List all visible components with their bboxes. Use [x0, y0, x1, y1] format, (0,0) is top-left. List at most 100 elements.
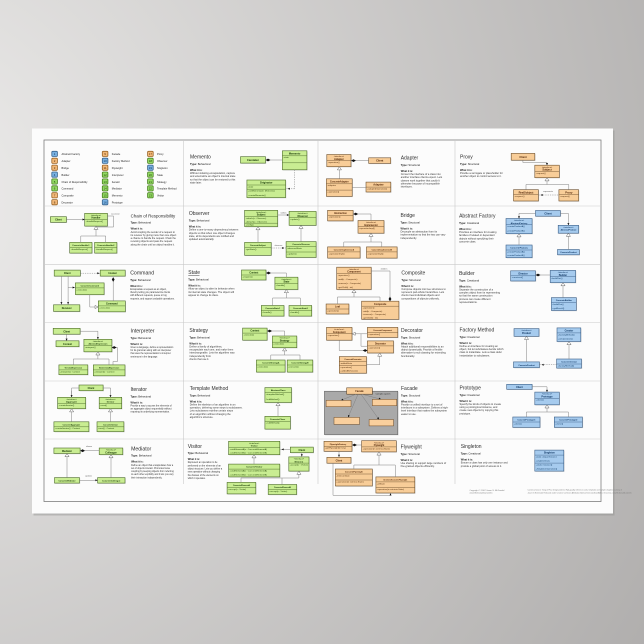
svg-text:+createProductB(): +createProductB() — [507, 254, 525, 257]
svg-text:+getFlyweight(in key): +getFlyweight(in key) — [325, 447, 346, 450]
svg-text:«interface»: «interface» — [558, 271, 569, 274]
svg-text:along the chain until an objec: along the chain until an object handles … — [131, 243, 175, 246]
svg-text:What it is:: What it is: — [131, 400, 144, 404]
svg-text:+handleRequest(): +handleRequest() — [71, 248, 89, 251]
svg-text:-intrinsicState: -intrinsicState — [336, 474, 350, 477]
svg-text:Use sharing to support large n: Use sharing to support large numbers of — [401, 461, 447, 465]
svg-text:Adaptee: Adaptee — [373, 183, 384, 187]
svg-text:ConcreteCreator: ConcreteCreator — [561, 361, 577, 364]
svg-text:encapsulate each one, and make: encapsulate each one, and make them — [189, 348, 233, 352]
svg-text:Copyright © 2007 Jason S. McDo: Copyright © 2007 Jason S. McDonald — [470, 489, 506, 492]
svg-text:12: 12 — [103, 173, 107, 177]
svg-text:ConcreteElementA: ConcreteElementA — [233, 484, 251, 487]
svg-text:+interpret() : Context: +interpret() : Context — [94, 370, 115, 373]
svg-text:«interface»: «interface» — [66, 398, 77, 401]
svg-text:+operation(): +operation() — [368, 346, 380, 349]
svg-text:Element: Element — [295, 460, 304, 463]
svg-text:What it is:: What it is: — [460, 168, 473, 172]
svg-text:+request(): +request() — [514, 195, 524, 198]
svg-text:«interface»: «interface» — [281, 278, 292, 281]
svg-text:Encapsulate a request as an ob: Encapsulate a request as an object, — [130, 288, 167, 291]
svg-text:new operation without changing: new operation without changing — [188, 471, 221, 474]
svg-text:14: 14 — [103, 187, 107, 191]
svg-text:Implementor: Implementor — [364, 224, 378, 227]
svg-text:-observedState: -observedState — [287, 247, 303, 250]
svg-text:compositions of objects unifor: compositions of objects uniformly. — [401, 296, 439, 300]
svg-text:algorithm’s structure.: algorithm’s structure. — [190, 415, 214, 419]
svg-text:+visitElementA(e : ConcreteEle: +visitElementA(e : ConcreteElementA) — [230, 448, 268, 451]
svg-text:objects so that when one objec: objects so that when one object changes — [189, 231, 236, 235]
svg-text:What it is:: What it is: — [131, 227, 144, 231]
svg-text:updates: updates — [85, 474, 92, 477]
svg-text:+execute(): +execute() — [288, 365, 299, 368]
svg-text:What it is:: What it is: — [189, 341, 202, 345]
svg-text:+operation(): +operation() — [327, 309, 339, 312]
svg-text:+createIterator() : Context: +createIterator() : Context — [55, 427, 80, 430]
svg-text:an aggregate object sequential: an aggregate object sequentially without — [131, 408, 172, 411]
svg-text:Builder: Builder — [459, 271, 475, 277]
svg-text:NonterminalExpression: NonterminalExpression — [99, 367, 119, 370]
svg-text:Composite: Composite — [401, 271, 425, 277]
svg-text:Allow an object to alter its b: Allow an object to alter its behavior wh… — [188, 287, 235, 291]
svg-text:create new objects by copying: create new objects by copying this — [460, 408, 500, 412]
svg-text:ConcreteHandler1: ConcreteHandler1 — [72, 244, 90, 247]
svg-text:ConcreteDecorator: ConcreteDecorator — [344, 358, 361, 361]
svg-text:+getResult(): +getResult() — [552, 307, 564, 310]
svg-text:What it is:: What it is: — [190, 168, 203, 172]
svg-text:ConcreteFlyweight: ConcreteFlyweight — [345, 471, 363, 474]
svg-text:+attach(o : Observer): +attach(o : Observer) — [246, 217, 267, 220]
svg-text:ConcreteVisitor: ConcreteVisitor — [246, 466, 262, 469]
svg-text:What it is:: What it is: — [189, 225, 202, 229]
svg-text:+factoryMethod(): +factoryMethod() — [558, 333, 575, 336]
svg-text:23: 23 — [149, 194, 153, 198]
svg-text:Decorator: Decorator — [375, 343, 386, 346]
svg-text:Type: Behavioral: Type: Behavioral — [131, 336, 152, 340]
svg-text:Separate the construction of a: Separate the construction of a — [459, 287, 494, 291]
svg-text:+setMemento(m: Memento): +setMemento(m: Memento) — [248, 190, 275, 193]
svg-text:Chain of Responsibility: Chain of Responsibility — [131, 213, 176, 218]
svg-text:ConcreteState1: ConcreteState1 — [265, 307, 281, 310]
svg-text:implementation so that the two: implementation so that the two can vary — [401, 233, 447, 237]
svg-text:+request(): +request() — [560, 195, 570, 198]
svg-text:Abstract Factory: Abstract Factory — [62, 152, 81, 156]
svg-text:Canonical source: Gang of Four: Canonical source: Gang of Four design pa… — [528, 488, 623, 491]
svg-text:+static instance(): +static instance() — [536, 464, 553, 467]
svg-text:Factory Method: Factory Method — [112, 159, 130, 163]
svg-text:prototype.: prototype. — [460, 411, 472, 415]
svg-text:the classes of the elements on: the classes of the elements on — [188, 474, 220, 477]
svg-text:ConcreteProduct: ConcreteProduct — [518, 364, 535, 367]
svg-text:operation, deferring some step: operation, deferring some steps to subcl… — [190, 406, 243, 410]
svg-text:+createIterator(): +createIterator() — [59, 404, 75, 407]
svg-text:Prototype: Prototype — [460, 386, 482, 392]
svg-text:concrete class.: concrete class. — [459, 239, 476, 243]
svg-text:Proxy: Proxy — [460, 155, 473, 161]
svg-text:Lets subclasses redefine certa: Lets subclasses redefine certain steps — [190, 409, 234, 413]
svg-text:Creator: Creator — [565, 330, 574, 333]
svg-text:ConcreteClass: ConcreteClass — [270, 418, 286, 421]
svg-text:+operation(): +operation() — [338, 274, 350, 277]
svg-text:Visitor: Visitor — [251, 445, 258, 448]
svg-text:Given a language, define a rep: Given a language, define a representatio… — [131, 346, 175, 349]
svg-text:+execute(): +execute() — [273, 343, 284, 346]
svg-text:ConcretePrototype2: ConcretePrototype2 — [559, 419, 577, 422]
svg-text:What it is:: What it is: — [401, 458, 414, 462]
svg-text:which it operates.: which it operates. — [188, 477, 206, 480]
svg-text:objects without specifying the: objects without specifying their — [459, 236, 494, 240]
svg-text:+handleRequest(): +handleRequest() — [96, 248, 114, 251]
svg-text:Ensure a class has only one in: Ensure a class has only one instance and — [461, 461, 509, 465]
svg-text:What it is:: What it is: — [401, 226, 414, 230]
svg-text:ConcreteCommand: ConcreteCommand — [81, 285, 100, 288]
svg-text:functionality.: functionality. — [401, 354, 415, 358]
svg-text:#subMethod(): #subMethod() — [266, 398, 280, 401]
svg-text:+construct(): +construct() — [512, 276, 524, 279]
svg-text:What it is:: What it is: — [401, 169, 414, 173]
svg-text:-singletonData: -singletonData — [536, 460, 551, 463]
svg-text:10: 10 — [103, 159, 107, 163]
svg-text:process can create different: process can create different — [459, 297, 491, 301]
svg-text:What it is:: What it is: — [460, 399, 473, 403]
svg-text:Observer: Observer — [157, 159, 168, 163]
svg-text:set of objects interact. Promo: set of objects interact. Promotes loose — [131, 467, 171, 470]
svg-text:+remove(c : Composite): +remove(c : Composite) — [338, 282, 362, 285]
svg-text:clients treat individual objec: clients treat individual objects and — [401, 293, 440, 297]
svg-text:-state: -state — [283, 156, 289, 159]
